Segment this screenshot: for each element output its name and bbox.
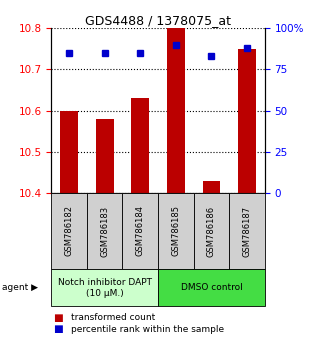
Text: ■: ■ [53, 313, 63, 323]
Text: Notch inhibitor DAPT
(10 μM.): Notch inhibitor DAPT (10 μM.) [58, 278, 152, 298]
Text: GSM786183: GSM786183 [100, 205, 109, 257]
Bar [96, 119, 114, 193]
Text: GSM786182: GSM786182 [65, 205, 73, 257]
Text: DMSO control: DMSO control [180, 283, 242, 292]
Title: GDS4488 / 1378075_at: GDS4488 / 1378075_at [85, 14, 231, 27]
Bar [167, 28, 185, 193]
Text: GSM786184: GSM786184 [136, 205, 145, 257]
Text: agent ▶: agent ▶ [2, 283, 38, 292]
Text: GSM786185: GSM786185 [171, 205, 180, 257]
Bar [131, 98, 149, 193]
Text: transformed count: transformed count [71, 313, 156, 322]
Text: GSM786187: GSM786187 [243, 205, 252, 257]
Text: ■: ■ [53, 324, 63, 334]
Text: percentile rank within the sample: percentile rank within the sample [71, 325, 224, 334]
Bar [238, 49, 256, 193]
Text: GSM786186: GSM786186 [207, 205, 216, 257]
Bar [203, 181, 220, 193]
Bar [60, 111, 78, 193]
